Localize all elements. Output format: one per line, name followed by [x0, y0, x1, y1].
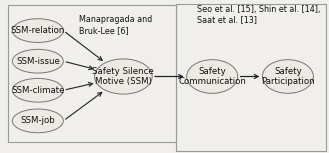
- Text: SSM-job: SSM-job: [20, 116, 55, 125]
- Text: Manapragada and
Bruk-Lee [6]: Manapragada and Bruk-Lee [6]: [79, 15, 152, 35]
- Ellipse shape: [95, 59, 152, 94]
- Text: SSM-relation: SSM-relation: [11, 26, 65, 35]
- Text: SSM-issue: SSM-issue: [16, 57, 60, 66]
- Text: Safety Silence
Motive (SSM): Safety Silence Motive (SSM): [92, 67, 154, 86]
- Ellipse shape: [263, 60, 313, 93]
- Ellipse shape: [13, 78, 63, 102]
- Text: Seo et al. [15], Shin et al. [14],
Saat et al. [13]: Seo et al. [15], Shin et al. [14], Saat …: [197, 5, 321, 24]
- Ellipse shape: [13, 19, 63, 42]
- Ellipse shape: [13, 109, 63, 133]
- Text: Safety
Participation: Safety Participation: [261, 67, 315, 86]
- Text: Safety
Communication: Safety Communication: [178, 67, 246, 86]
- Text: SSM-climate: SSM-climate: [11, 86, 64, 95]
- Ellipse shape: [187, 60, 238, 93]
- Ellipse shape: [13, 49, 63, 73]
